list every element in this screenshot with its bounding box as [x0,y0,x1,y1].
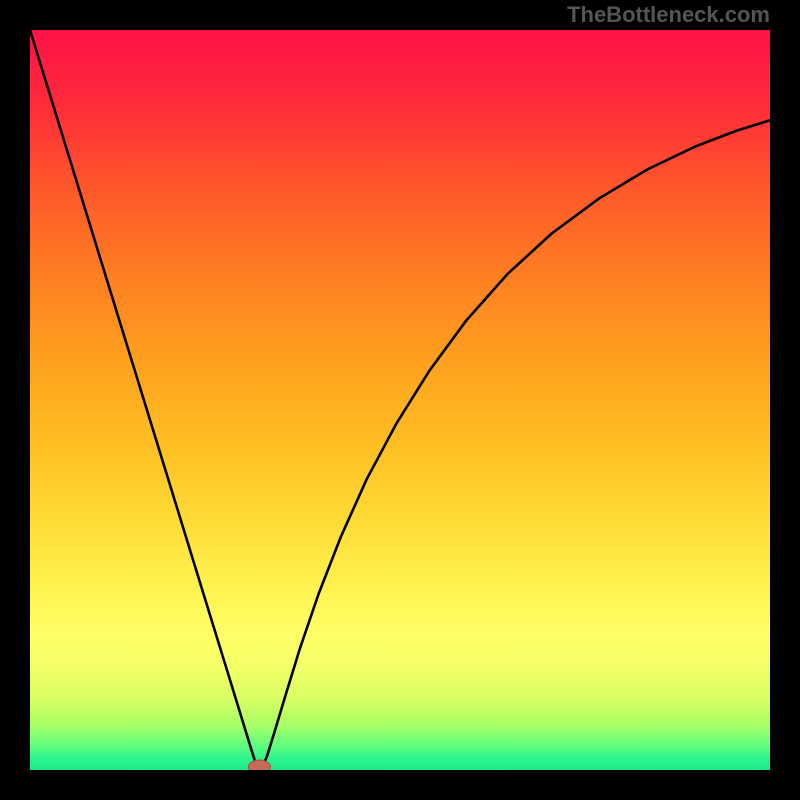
min-marker [248,760,270,770]
watermark-text: TheBottleneck.com [567,2,770,28]
chart-svg [30,30,770,770]
chart-background [30,30,770,770]
plot-area [30,30,770,770]
stage: TheBottleneck.com [0,0,800,800]
